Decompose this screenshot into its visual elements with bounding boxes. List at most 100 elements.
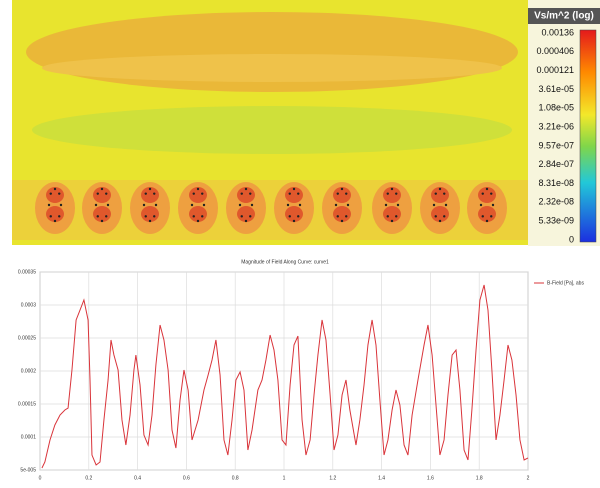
coil-core — [141, 187, 159, 203]
conductor-dot — [196, 219, 200, 223]
conductor-dot — [345, 215, 348, 218]
colorbar-title: Vs/m^2 (log) — [534, 11, 594, 22]
conductor-dot — [340, 219, 344, 223]
conductor-dot — [490, 215, 493, 218]
conductor-dot — [443, 215, 446, 218]
coil-core — [237, 206, 255, 222]
x-tick-label: 1.8 — [476, 475, 483, 481]
coil-core — [431, 206, 449, 222]
conductor-dot — [490, 192, 493, 195]
y-tick-label: 0.00025 — [18, 335, 36, 341]
conductor-dot — [396, 203, 400, 207]
conductor-dot — [240, 192, 243, 195]
conductor-dot — [144, 192, 147, 195]
coil-core — [431, 187, 449, 203]
conductor-dot — [144, 215, 147, 218]
coil-core — [285, 206, 303, 222]
conductor-dot — [438, 219, 442, 223]
x-tick-label: 1.6 — [427, 475, 434, 481]
coil-core — [333, 206, 351, 222]
coil-core — [383, 206, 401, 222]
colorbar-label: 1.08e-05 — [538, 103, 574, 113]
conductor-dot — [395, 192, 398, 195]
conductor-dot — [384, 203, 388, 207]
conductor-dot — [395, 215, 398, 218]
y-tick-label: 0.0003 — [21, 302, 37, 308]
x-tick-label: 1 — [283, 475, 286, 481]
colorbar-label: 9.57e-07 — [538, 140, 574, 150]
conductor-dot — [190, 203, 194, 207]
conductor-dot — [432, 203, 436, 207]
conductor-dot — [196, 187, 200, 191]
colorbar-label: 8.31e-08 — [538, 178, 574, 188]
conductor-dot — [154, 203, 158, 207]
coil-core — [478, 187, 496, 203]
colorbar-label: 0 — [569, 234, 574, 244]
conductor-dot — [58, 192, 61, 195]
y-tick-label: 0.00035 — [18, 269, 36, 275]
coil-core — [93, 187, 111, 203]
conductor-dot — [491, 203, 495, 207]
conductor-dot — [100, 219, 104, 223]
conductor-dot — [390, 219, 394, 223]
x-tick-label: 1.4 — [378, 475, 385, 481]
conductor-dot — [443, 192, 446, 195]
conductor-dot — [390, 187, 394, 191]
conductor-dot — [153, 192, 156, 195]
coil-core — [189, 187, 207, 203]
conductor-dot — [244, 219, 248, 223]
conductor-dot — [47, 203, 51, 207]
colorbar-label: 0.00136 — [541, 27, 574, 37]
conductor-dot — [106, 203, 110, 207]
conductor-dot — [100, 187, 104, 191]
conductor-dot — [292, 219, 296, 223]
conductor-dot — [386, 215, 389, 218]
conductor-dot — [105, 215, 108, 218]
x-tick-label: 2 — [527, 475, 530, 481]
conductor-dot — [192, 215, 195, 218]
coil-core — [189, 206, 207, 222]
conductor-dot — [148, 187, 152, 191]
conductor-dot — [485, 219, 489, 223]
y-tick-label: 0.00015 — [18, 401, 36, 407]
conductor-dot — [288, 215, 291, 218]
colorbar-label: 0.000406 — [536, 46, 574, 56]
field-plot — [12, 0, 528, 245]
conductor-dot — [438, 187, 442, 191]
coil-core — [285, 187, 303, 203]
conductor-dot — [297, 215, 300, 218]
conductor-dot — [249, 192, 252, 195]
y-tick-label: 0.0002 — [21, 368, 37, 374]
colorbar-label: 0.000121 — [536, 65, 574, 75]
coil-core — [478, 206, 496, 222]
colorbar-label: 5.33e-09 — [538, 216, 574, 226]
y-tick-label: 0.0001 — [21, 434, 37, 440]
conductor-dot — [53, 219, 57, 223]
conductor-dot — [481, 192, 484, 195]
colorbar-label: 3.21e-06 — [538, 121, 574, 131]
conductor-dot — [336, 215, 339, 218]
conductor-dot — [94, 203, 98, 207]
conductor-dot — [288, 192, 291, 195]
colorbar-label: 2.32e-08 — [538, 197, 574, 207]
x-tick-label: 1.2 — [329, 475, 336, 481]
conductor-dot — [49, 215, 52, 218]
coil-core — [333, 187, 351, 203]
conductor-dot — [485, 187, 489, 191]
conductor-dot — [148, 219, 152, 223]
conductor-dot — [244, 187, 248, 191]
conductor-dot — [481, 215, 484, 218]
coil-core — [237, 187, 255, 203]
x-tick-label: 0.6 — [183, 475, 190, 481]
coil-core — [46, 187, 64, 203]
chart-title: Magnitude of Field Along Curve: curve1 — [241, 259, 329, 265]
conductor-dot — [334, 203, 338, 207]
conductor-dot — [58, 215, 61, 218]
x-tick-label: 0.2 — [85, 475, 92, 481]
conductor-dot — [250, 203, 254, 207]
conductor-dot — [434, 192, 437, 195]
conductor-dot — [105, 192, 108, 195]
conductor-dot — [298, 203, 302, 207]
coil-core — [141, 206, 159, 222]
